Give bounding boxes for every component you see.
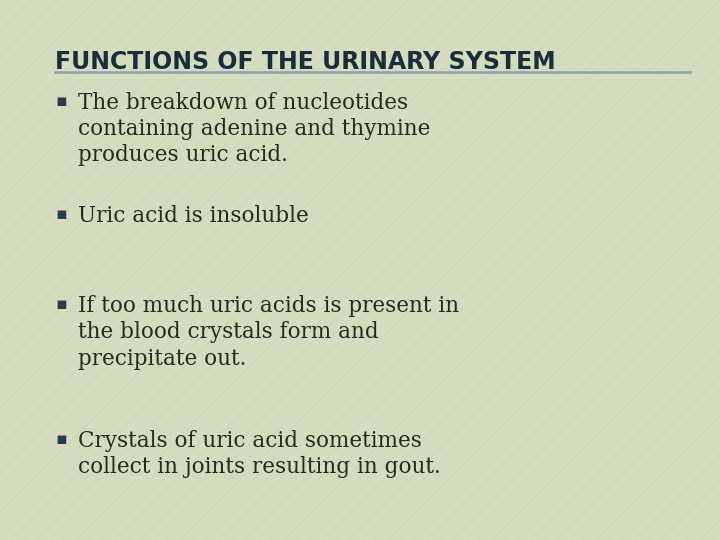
Text: ▪: ▪	[55, 295, 67, 313]
Text: ▪: ▪	[55, 205, 67, 223]
Text: ▪: ▪	[55, 92, 67, 110]
Text: ▪: ▪	[55, 430, 67, 448]
Text: FUNCTIONS OF THE URINARY SYSTEM: FUNCTIONS OF THE URINARY SYSTEM	[55, 50, 556, 74]
Text: Uric acid is insoluble: Uric acid is insoluble	[78, 205, 309, 227]
Text: Crystals of uric acid sometimes
collect in joints resulting in gout.: Crystals of uric acid sometimes collect …	[78, 430, 441, 478]
Text: The breakdown of nucleotides
containing adenine and thymine
produces uric acid.: The breakdown of nucleotides containing …	[78, 92, 431, 166]
Text: If too much uric acids is present in
the blood crystals form and
precipitate out: If too much uric acids is present in the…	[78, 295, 459, 369]
